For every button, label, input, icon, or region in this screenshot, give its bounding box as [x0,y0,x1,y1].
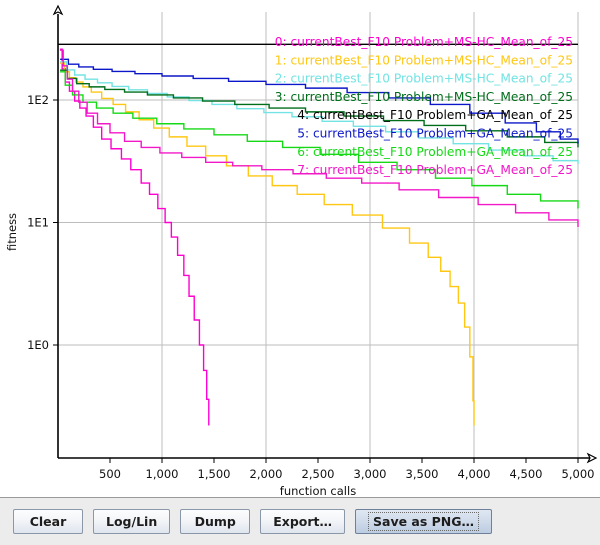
legend-item-6[interactable]: 6: currentBest_F10 Problem+GA_Mean_of_25 [297,145,573,159]
series-line-0 [60,48,210,426]
fitness-vs-function-calls-chart[interactable]: 500 1,000 1,500 2,000 2,500 3,000 3,500 4,000 4,… [0,0,600,497]
x-tick-label: 4,500 [510,467,543,481]
legend-item-5[interactable]: 5: currentBest_F10 Problem+GA_Mean_of_25 [297,127,573,141]
dump-button-label: Dump [194,514,236,529]
y-tick-label: 1E0 [27,338,49,352]
clear-button[interactable]: Clear [13,509,83,534]
axes [52,4,598,464]
y-axis-title: fitness [5,213,19,251]
x-axis-title: function calls [280,484,356,497]
x-tick-label: 5,000 [562,467,595,481]
axis-ticks [53,99,579,463]
x-tick-label: 2,000 [250,467,283,481]
chart-panel[interactable]: 500 1,000 1,500 2,000 2,500 3,000 3,500 4,000 4,… [0,0,600,497]
series-line-7 [60,49,579,227]
gridlines [58,12,579,458]
series-line-3 [60,69,579,148]
log-lin-button[interactable]: Log/Lin [93,509,171,534]
legend-item-4[interactable]: 4: currentBest_F10 Problem+GA_Mean_of_25 [297,108,573,122]
legend-item-0[interactable]: 0: currentBest_F10 Problem+MS-HC_Mean_of… [275,35,573,49]
x-tick-label: 4,000 [458,467,491,481]
x-tick-label: 500 [99,467,121,481]
legend-item-7[interactable]: 7: currentBest_F10 Problem+GA_Mean_of_25 [297,163,573,177]
legend-item-2[interactable]: 2: currentBest_F10 Problem+MS-HC_Mean_of… [275,72,573,86]
save-as-png-button[interactable]: Save as PNG… [355,509,493,534]
x-tick-label: 3,500 [406,467,439,481]
chart-toolbar: Clear Log/Lin Dump Export… Save as PNG… [0,497,600,545]
x-axis-arrow-icon [586,452,598,464]
y-tick-label: 1E2 [27,93,49,107]
legend-item-1[interactable]: 1: currentBest_F10 Problem+MS-HC_Mean_of… [275,53,573,67]
axis-titles: function calls fitness [5,213,356,497]
legend-item-3[interactable]: 3: currentBest_F10 Problem+MS-HC_Mean_of… [275,90,573,104]
x-tick-label: 1,000 [146,467,179,481]
y-axis-arrow-icon [52,4,64,16]
x-tick-label: 1,500 [198,467,231,481]
series-line-2 [60,61,579,165]
series-line-5 [60,58,579,144]
x-tick-label: 3,000 [354,467,387,481]
export-button[interactable]: Export… [260,509,345,534]
axis-tick-labels: 500 1,000 1,500 2,000 2,500 3,000 3,500 4,000 4,… [27,93,594,481]
export-button-label: Export… [273,514,332,529]
chart-legend[interactable]: 0: currentBest_F10 Problem+MS-HC_Mean_of… [275,35,573,177]
x-tick-label: 2,500 [302,467,335,481]
y-tick-label: 1E1 [27,216,49,230]
clear-button-label: Clear [29,514,67,529]
log-lin-button-label: Log/Lin [106,514,158,529]
save-as-png-button-label: Save as PNG… [368,512,480,531]
dump-button[interactable]: Dump [180,509,251,534]
series-lines [58,43,579,426]
